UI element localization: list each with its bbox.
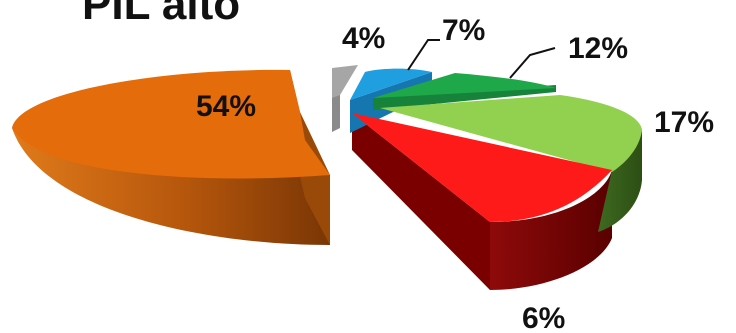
slice-17 [380, 95, 642, 172]
leader-line-7 [407, 39, 440, 71]
slice-7 [350, 68, 432, 100]
chart-title: PIL alto [82, 0, 241, 29]
leader-line-12 [509, 47, 556, 79]
slice-side-54 [12, 128, 330, 245]
data-label-4: 4% [342, 22, 385, 55]
slice-4 [332, 65, 358, 98]
slice-tops [12, 65, 642, 222]
leader-lines [407, 39, 556, 79]
slice-6 [352, 113, 612, 222]
data-label-54: 54% [196, 90, 256, 123]
slice-side-6-front [490, 170, 612, 290]
data-label-12: 12% [568, 32, 628, 65]
slice-54 [12, 69, 330, 179]
slice-side-12 [373, 85, 556, 110]
slice-12 [373, 73, 556, 98]
data-labels: 54% 4% 7% 12% 17% 6% [196, 14, 714, 333]
data-label-17: 17% [654, 106, 714, 139]
data-label-7: 7% [442, 14, 485, 47]
slice-side-6 [352, 113, 490, 290]
data-label-6: 6% [522, 302, 565, 333]
